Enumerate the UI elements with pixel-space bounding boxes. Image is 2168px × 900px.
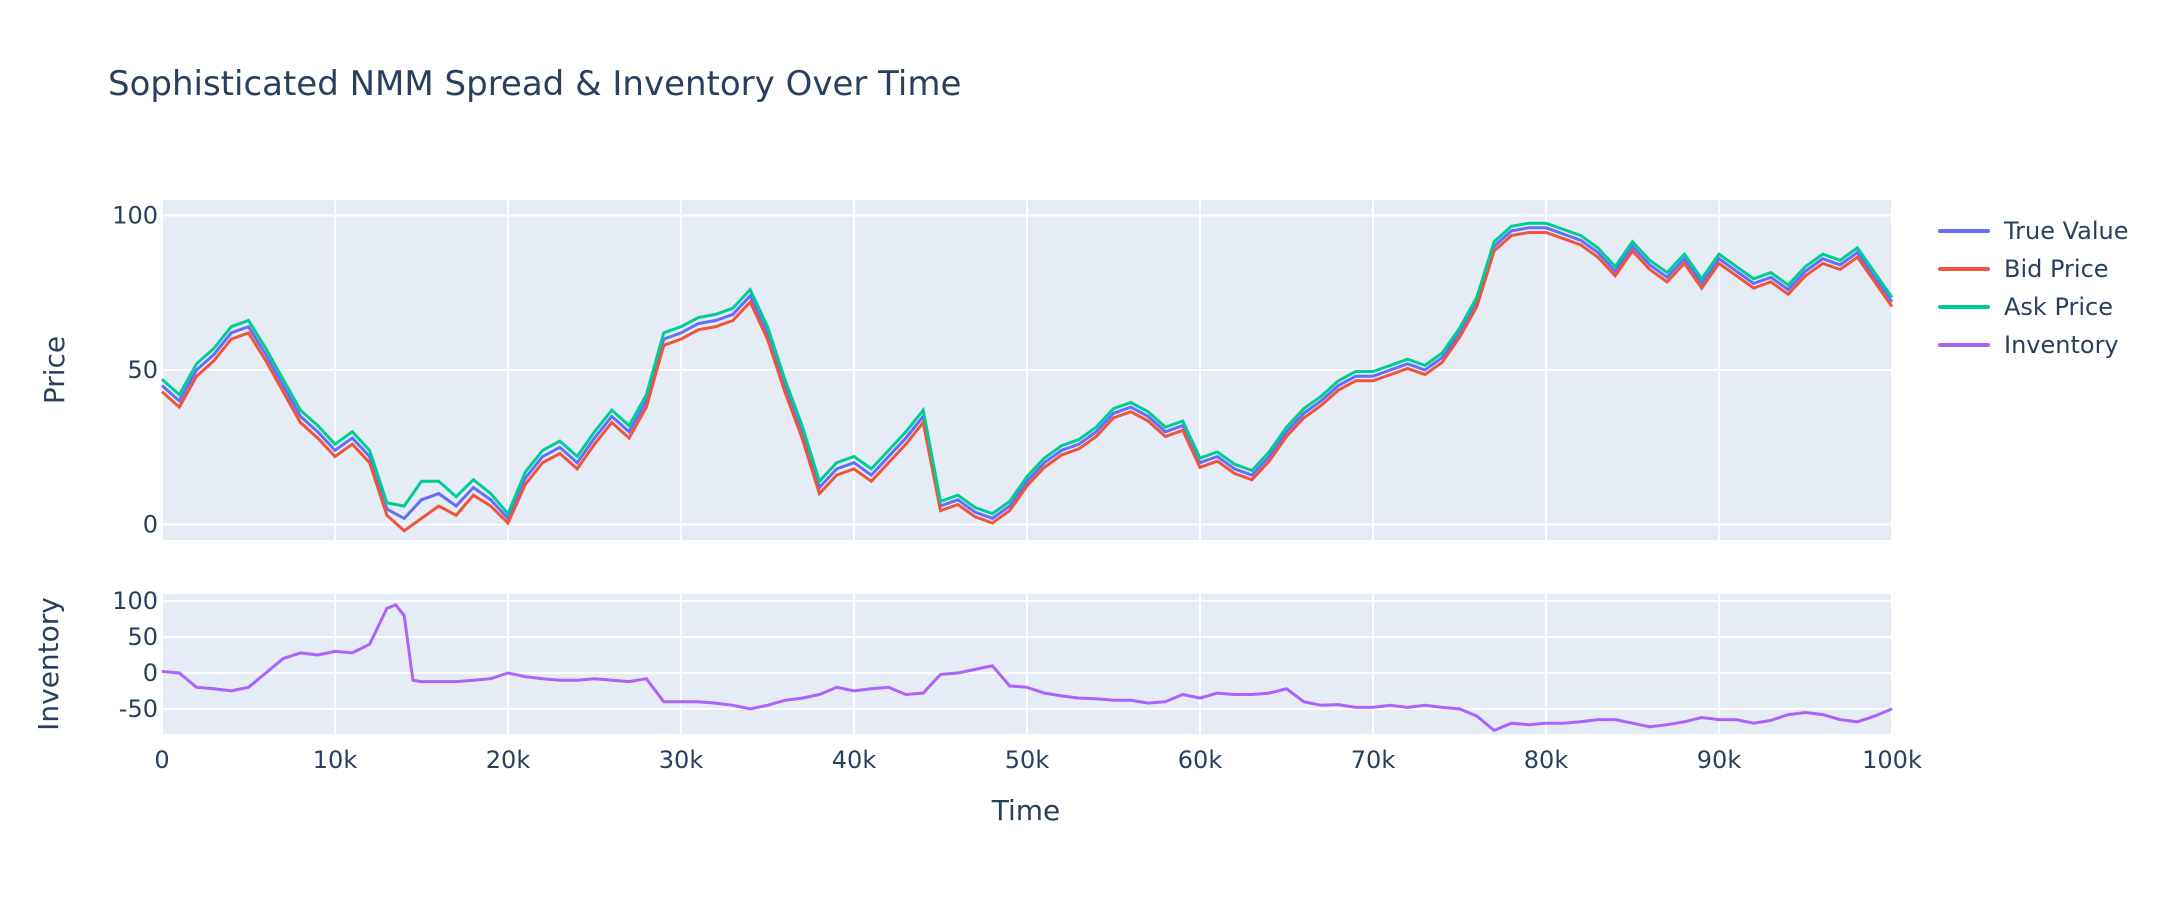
x-tick-label: 60k [1178,746,1223,774]
x-tick-label: 80k [1524,746,1569,774]
legend-item-bid-price[interactable]: Bid Price [1938,250,2129,288]
true-value-line [161,226,1894,522]
x-tick-label: 100k [1862,746,1922,774]
legend: True Value Bid Price Ask Price Inventory [1938,212,2129,364]
price-axis-title: Price [38,336,71,404]
ask-price-line [161,221,1894,517]
axis-labels: 0 10k 20k 30k 40k 50k 60k 70k 80k 90k 100k 0 50 100 10… [112,201,1922,774]
x-tick-label: 50k [1005,746,1050,774]
price-y-tick-label: 0 [143,511,158,539]
legend-swatch-inventory [1938,343,1990,347]
bid-price-line [160,231,1894,533]
x-tick-label: 40k [832,746,877,774]
inventory-line [161,602,1893,733]
price-y-tick-label: 50 [127,356,158,384]
legend-item-ask-price[interactable]: Ask Price [1938,288,2129,326]
legend-swatch-true-value [1938,229,1990,233]
legend-swatch-ask-price [1938,305,1990,309]
inventory-y-tick-label: -50 [119,695,158,723]
legend-item-true-value[interactable]: True Value [1938,212,2129,250]
legend-label-inventory: Inventory [2004,331,2119,359]
legend-label-true-value: True Value [2004,217,2129,245]
price-y-tick-label: 100 [112,201,158,229]
data-series [160,221,1894,733]
x-tick-label: 20k [486,746,531,774]
grid-lines [161,200,1893,734]
legend-item-inventory[interactable]: Inventory [1938,326,2129,364]
inventory-axis-title: Inventory [32,597,65,731]
x-tick-label: 90k [1697,746,1742,774]
x-axis-title: Time [991,794,1061,827]
x-tick-label: 30k [659,746,704,774]
x-tick-label: 0 [154,746,169,774]
x-tick-label: 10k [313,746,358,774]
inventory-y-tick-label: 0 [143,659,158,687]
x-tick-label: 70k [1351,746,1396,774]
legend-swatch-bid-price [1938,267,1990,271]
legend-label-bid-price: Bid Price [2004,255,2109,283]
chart-title: Sophisticated NMM Spread & Inventory Ove… [108,64,962,104]
legend-label-ask-price: Ask Price [2004,293,2113,321]
inventory-y-tick-label: 50 [127,623,158,651]
inventory-y-tick-label: 100 [112,587,158,615]
